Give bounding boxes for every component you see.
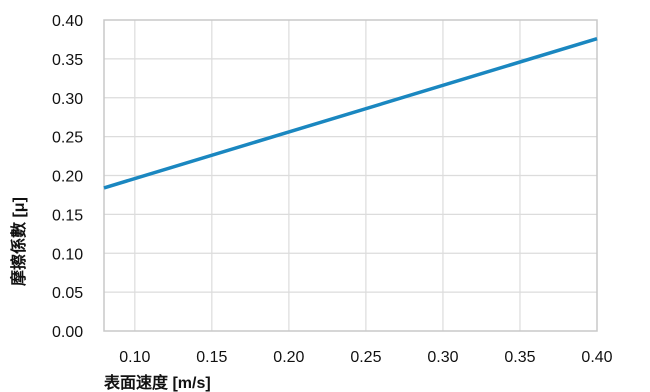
series-line bbox=[103, 37, 598, 190]
y-tick-label: 0.10 bbox=[52, 246, 83, 263]
x-tick-label: 0.10 bbox=[119, 349, 150, 366]
y-tick-label: 0.05 bbox=[52, 285, 83, 302]
x-tick-label: 0.20 bbox=[273, 349, 304, 366]
y-tick-label: 0.15 bbox=[52, 207, 83, 224]
y-tick-label: 0.25 bbox=[52, 130, 83, 147]
x-tick-label: 0.40 bbox=[581, 349, 612, 366]
y-tick-label: 0.00 bbox=[52, 324, 83, 341]
grid-lines bbox=[104, 20, 597, 331]
y-tick-label: 0.20 bbox=[52, 169, 83, 186]
y-tick-label: 0.30 bbox=[52, 91, 83, 108]
y-tick-label: 0.40 bbox=[52, 13, 83, 30]
x-tick-label: 0.25 bbox=[350, 349, 381, 366]
plot-frame bbox=[103, 19, 598, 332]
x-axis-label: 表面速度 [m/s] bbox=[103, 373, 211, 392]
x-tick-label: 0.15 bbox=[196, 349, 227, 366]
y-axis-label: 摩擦係數 [μ] bbox=[9, 197, 28, 286]
x-axis-ticks: 0.10 0.15 0.20 0.25 0.30 0.35 0.40 bbox=[119, 349, 612, 366]
y-axis-ticks: 0.00 0.05 0.10 0.15 0.20 0.25 0.30 0.35 0.40 bbox=[52, 13, 83, 341]
x-tick-label: 0.35 bbox=[504, 349, 535, 366]
series-layer bbox=[103, 37, 598, 190]
y-tick-label: 0.35 bbox=[52, 52, 83, 69]
x-tick-label: 0.30 bbox=[427, 349, 458, 366]
